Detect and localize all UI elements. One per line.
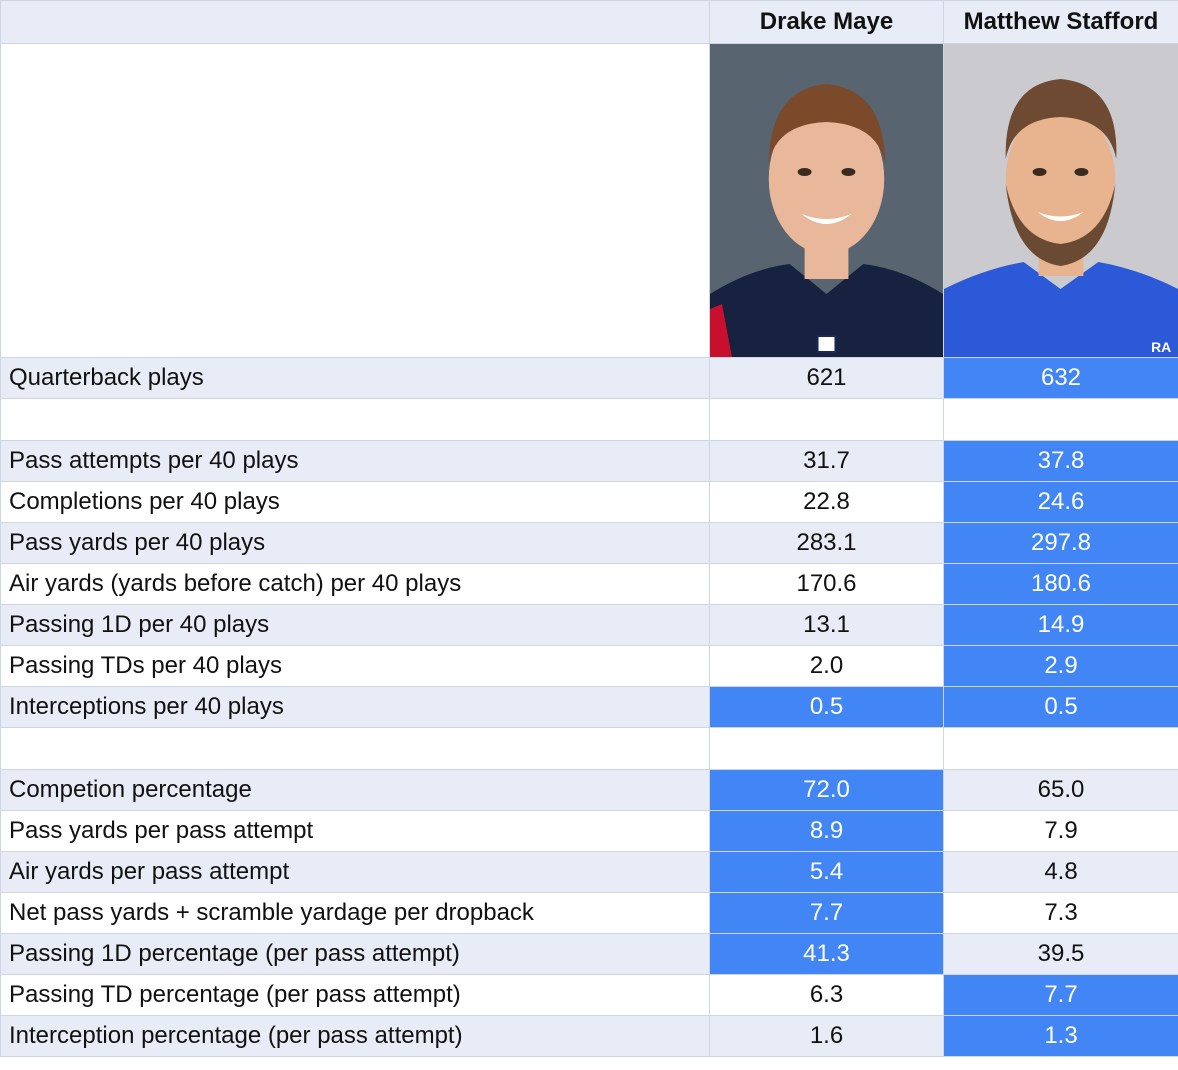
player-1-value: 0.5 <box>709 686 944 728</box>
player-2-photo-cell: RA <box>943 43 1178 358</box>
stat-label: Passing TDs per 40 plays <box>0 645 710 687</box>
jersey-text: RA <box>1151 339 1171 355</box>
stat-label: Passing TD percentage (per pass attempt) <box>0 974 710 1016</box>
stat-label: Air yards (yards before catch) per 40 pl… <box>0 563 710 605</box>
stat-label: Interceptions per 40 plays <box>0 686 710 728</box>
photo-blank-cell <box>0 43 710 358</box>
player-1-photo-cell <box>709 43 944 358</box>
player-2-value: 7.7 <box>943 974 1178 1016</box>
player-1-name: Drake Maye <box>709 0 944 44</box>
player-2-value: 14.9 <box>943 604 1178 646</box>
stat-label: Air yards per pass attempt <box>0 851 710 893</box>
table-row: Pass attempts per 40 plays 31.7 37.8 <box>0 440 1178 482</box>
table-row: Competion percentage 72.0 65.0 <box>0 769 1178 811</box>
player-1-value: 2.0 <box>709 645 944 687</box>
player-2-value: 0.5 <box>943 686 1178 728</box>
table-row: Interceptions per 40 plays 0.5 0.5 <box>0 686 1178 728</box>
player-2-value: 24.6 <box>943 481 1178 523</box>
player-2-value: 180.6 <box>943 563 1178 605</box>
spacer-cell <box>709 398 944 441</box>
table-row: Passing 1D per 40 plays 13.1 14.9 <box>0 604 1178 646</box>
header-blank-cell <box>0 0 710 44</box>
stat-label: Passing 1D percentage (per pass attempt) <box>0 933 710 975</box>
table-row: Quarterback plays 621 632 <box>0 357 1178 399</box>
table-row: Pass yards per pass attempt 8.9 7.9 <box>0 810 1178 852</box>
player-2-value: 4.8 <box>943 851 1178 893</box>
player-2-value: 39.5 <box>943 933 1178 975</box>
player-2-photo: RA <box>944 44 1178 357</box>
player-1-value: 1.6 <box>709 1015 944 1057</box>
player-2-value: 7.3 <box>943 892 1178 934</box>
stat-label: Competion percentage <box>0 769 710 811</box>
stat-label: Completions per 40 plays <box>0 481 710 523</box>
table-row: Pass yards per 40 plays 283.1 297.8 <box>0 522 1178 564</box>
player-1-value: 7.7 <box>709 892 944 934</box>
stat-label: Interception percentage (per pass attemp… <box>0 1015 710 1057</box>
player-2-value: 7.9 <box>943 810 1178 852</box>
player-2-value: 2.9 <box>943 645 1178 687</box>
spacer-row <box>0 727 1178 770</box>
player-1-value: 72.0 <box>709 769 944 811</box>
player-2-value: 297.8 <box>943 522 1178 564</box>
player-1-value: 621 <box>709 357 944 399</box>
table-row: Completions per 40 plays 22.8 24.6 <box>0 481 1178 523</box>
table-row: Passing TDs per 40 plays 2.0 2.9 <box>0 645 1178 687</box>
spacer-cell <box>0 398 710 441</box>
player-1-value: 13.1 <box>709 604 944 646</box>
spacer-cell <box>943 727 1178 770</box>
table-row: Air yards (yards before catch) per 40 pl… <box>0 563 1178 605</box>
player-2-name: Matthew Stafford <box>943 0 1178 44</box>
spacer-cell <box>709 727 944 770</box>
stat-label: Pass yards per pass attempt <box>0 810 710 852</box>
player-1-value: 5.4 <box>709 851 944 893</box>
table-row: Passing TD percentage (per pass attempt)… <box>0 974 1178 1016</box>
table-row: Net pass yards + scramble yardage per dr… <box>0 892 1178 934</box>
player-2-value: 37.8 <box>943 440 1178 482</box>
table-row: Passing 1D percentage (per pass attempt)… <box>0 933 1178 975</box>
player-1-value: 22.8 <box>709 481 944 523</box>
player-1-value: 8.9 <box>709 810 944 852</box>
spacer-cell <box>0 727 710 770</box>
player-2-value: 632 <box>943 357 1178 399</box>
player-1-value: 41.3 <box>709 933 944 975</box>
table-row: Interception percentage (per pass attemp… <box>0 1015 1178 1057</box>
stat-label: Pass attempts per 40 plays <box>0 440 710 482</box>
player-1-photo <box>710 44 943 357</box>
player-1-value: 31.7 <box>709 440 944 482</box>
stat-label: Pass yards per 40 plays <box>0 522 710 564</box>
stat-label: Passing 1D per 40 plays <box>0 604 710 646</box>
player-2-value: 1.3 <box>943 1015 1178 1057</box>
header-row: Drake Maye Matthew Stafford <box>0 0 1178 44</box>
player-1-value: 283.1 <box>709 522 944 564</box>
player-2-value: 65.0 <box>943 769 1178 811</box>
photo-row: RA <box>0 43 1178 358</box>
table-row: Air yards per pass attempt 5.4 4.8 <box>0 851 1178 893</box>
spacer-cell <box>943 398 1178 441</box>
stat-label: Quarterback plays <box>0 357 710 399</box>
stat-label: Net pass yards + scramble yardage per dr… <box>0 892 710 934</box>
player-1-value: 6.3 <box>709 974 944 1016</box>
player-1-value: 170.6 <box>709 563 944 605</box>
spacer-row <box>0 398 1178 441</box>
